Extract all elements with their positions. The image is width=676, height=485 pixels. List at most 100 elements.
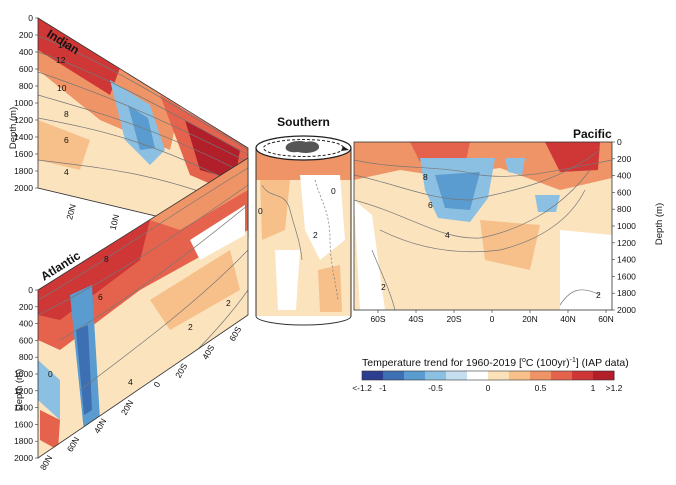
indian-y-tick-label: 2000 — [14, 183, 33, 193]
colorbar-swatch — [425, 371, 447, 380]
indian-y-tick-label: 1000 — [14, 98, 33, 108]
atlantic-y-tick-label: 400 — [19, 319, 33, 329]
southern-contour-labels: 0 0 2 — [258, 186, 336, 240]
pacific-y-ticks: 0 200 400 600 800 1000 1200 1400 1600 1800 2000 — [612, 137, 636, 315]
pacific-y-tick-label: 200 — [617, 154, 631, 164]
colorbar-tick-label: 0.5 — [535, 383, 547, 393]
atlantic-contour-label: 8 — [104, 254, 109, 264]
colorbar-swatch — [383, 371, 405, 380]
indian-contour-label: 14 — [58, 40, 68, 50]
indian-y-tick-label: 0 — [28, 13, 33, 23]
pacific-y-tick-label: 800 — [617, 204, 631, 214]
indian-y-tick-label: 800 — [19, 81, 33, 91]
colorbar-swatch — [488, 371, 510, 380]
atlantic-y-tick-label: 1000 — [14, 369, 33, 379]
colorbar-swatch — [551, 371, 573, 380]
indian-x-tick-label: 10N — [108, 213, 121, 231]
colorbar-swatch — [362, 371, 384, 380]
atlantic-temperature-field — [38, 158, 248, 450]
pacific-contour-label: 2 — [596, 290, 601, 300]
indian-contour-label: 8 — [64, 109, 69, 119]
atlantic-y-tick-label: 600 — [19, 335, 33, 345]
indian-contour-label: 10 — [57, 83, 67, 93]
colorbar-title: Temperature trend for 1960-2019 [oC (100… — [362, 357, 629, 369]
colorbar-swatch — [404, 371, 426, 380]
pacific-y-tick-label: 400 — [617, 171, 631, 181]
pacific-ylabel: Depth (m) — [654, 203, 665, 245]
pacific-x-tick-label: 40S — [408, 314, 423, 324]
atlantic-y-tick-label: 1800 — [14, 436, 33, 446]
indian-y-tick-label: 1600 — [14, 149, 33, 159]
atlantic-contour-label: 4 — [128, 377, 133, 387]
pacific-y-tick-label: 1200 — [617, 238, 636, 248]
pacific-contour-labels: 8 6 4 2 2 — [381, 172, 601, 300]
pacific-y-tick-label: 1400 — [617, 255, 636, 265]
atlantic-y-tick-label: 2000 — [14, 453, 33, 463]
pacific-y-tick-label: 0 — [617, 137, 622, 147]
indian-y-tick-label: 1400 — [14, 132, 33, 142]
pacific-y-tick-label: 1000 — [617, 221, 636, 231]
antarctica-icon — [285, 141, 320, 153]
pacific-panel: Pacific Depth (m) 0 200 400 600 800 1000 1200 1… — [353, 127, 665, 324]
pacific-temperature-field — [354, 142, 612, 310]
pacific-x-tick-label: 20N — [522, 314, 538, 324]
southern-title: Southern — [277, 115, 330, 129]
indian-y-tick-label: 1800 — [14, 166, 33, 176]
pacific-x-tick-label: 60S — [370, 314, 385, 324]
pacific-y-tick-label: 1800 — [617, 288, 636, 298]
southern-contours — [261, 179, 339, 301]
colorbar-tick-labels: <-1.2 -1 -0.5 0 0.5 1 >1.2 — [352, 383, 622, 393]
pacific-title: Pacific — [573, 127, 612, 141]
pacific-y-tick-label: 2000 — [617, 305, 636, 315]
atlantic-contour-label: 2 — [188, 322, 193, 332]
colorbar-tick-label: 0 — [486, 383, 491, 393]
indian-y-tick-label: 200 — [19, 30, 33, 40]
colorbar-tick-label: -1 — [379, 383, 387, 393]
colorbar-tick-label: >1.2 — [606, 383, 623, 393]
indian-contour-label: 12 — [56, 55, 66, 65]
pacific-contours — [354, 149, 612, 310]
atlantic-contour-label: 0 — [48, 369, 53, 379]
atlantic-y-tick-label: 0 — [28, 285, 33, 295]
colorbar-swatch — [593, 371, 615, 380]
pacific-x-tick-label: 20S — [446, 314, 461, 324]
indian-y-tick-label: 1200 — [14, 115, 33, 125]
colorbar-swatch — [509, 371, 531, 380]
colorbar: Temperature trend for 1960-2019 [oC (100… — [352, 357, 629, 393]
colorbar-tick-label: <-1.2 — [352, 383, 372, 393]
colorbar-swatches — [362, 371, 615, 380]
pacific-x-tick-label: 40N — [560, 314, 576, 324]
atlantic-y-tick-label: 1200 — [14, 386, 33, 396]
atlantic-ylabel: Depth (m) — [14, 369, 25, 411]
pacific-x-ticks: 60S 40S 20S 0 20N 40N 60N — [370, 310, 614, 324]
atlantic-x-tick-label: 0 — [151, 380, 162, 389]
atlantic-y-tick-label: 1400 — [14, 403, 33, 413]
pacific-y-tick-label: 1600 — [617, 271, 636, 281]
pacific-contour-label: 6 — [428, 200, 433, 210]
southern-contour-label: 0 — [331, 186, 336, 196]
indian-y-tick-label: 400 — [19, 47, 33, 57]
atlantic-panel: Atlantic Depth (m) 020040060080010001200… — [14, 157, 249, 472]
atlantic-contour-labels: 8 6 4 2 0 2 — [48, 254, 231, 387]
indian-ylabel: Depth (m) — [8, 107, 19, 149]
indian-y-ticks: 0 200 400 600 800 1000 1200 1400 1600 1800 2000 — [14, 13, 38, 193]
colorbar-swatch — [572, 371, 594, 380]
atlantic-y-ticks: 0 200 400 600 800 1000 1200 1400 1600 1800 2000 — [14, 285, 38, 463]
indian-contour-labels: 14 12 10 8 6 4 — [56, 40, 69, 177]
colorbar-swatch — [446, 371, 468, 380]
southern-contour-label: 2 — [313, 230, 318, 240]
pacific-contour-label: 4 — [445, 230, 450, 240]
atlantic-contour-label: 6 — [98, 292, 103, 302]
indian-contour-label: 6 — [64, 135, 69, 145]
atlantic-y-tick-label: 200 — [19, 302, 33, 312]
atlantic-contour-label: 2 — [226, 298, 231, 308]
southern-contour-label: 0 — [258, 206, 263, 216]
pacific-x-tick-label: 60N — [598, 314, 614, 324]
atlantic-y-tick-label: 1600 — [14, 419, 33, 429]
indian-x-tick-label: 20N — [64, 203, 77, 221]
southern-panel: Southern 0 0 2 — [255, 115, 352, 326]
colorbar-tick-label: -0.5 — [428, 383, 443, 393]
indian-panel: Indian Depth (m) 02004006008001000120014… — [8, 13, 249, 251]
colorbar-swatch — [530, 371, 552, 380]
